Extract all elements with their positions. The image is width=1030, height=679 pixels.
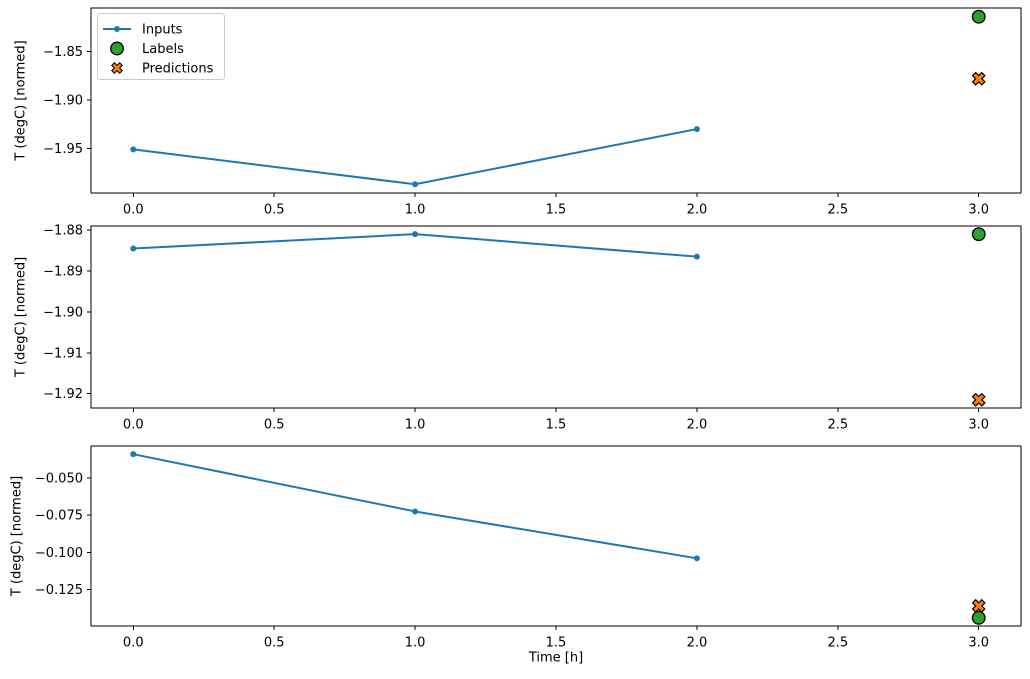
y-axis-label: T (degC) [normed] [14, 257, 29, 378]
axes-frame [90, 445, 1022, 627]
x-tick-label: 2.5 [827, 203, 848, 218]
x-tick-label: 2.0 [687, 636, 708, 651]
legend-label: Inputs [142, 23, 183, 38]
x-tick-label: 2.5 [827, 418, 848, 433]
axes-frame [90, 7, 1022, 194]
predictions-point [971, 71, 986, 86]
y-tick-label: −1.91 [43, 346, 83, 361]
inputs-point [412, 508, 419, 515]
x-axis-label: Time [h] [528, 651, 583, 666]
inputs-point [693, 126, 700, 133]
y-tick-label: −0.050 [35, 472, 83, 487]
x-tick-label: 1.5 [546, 418, 567, 433]
x-tick-label: 1.0 [405, 203, 426, 218]
x-tick-label: 1.5 [546, 636, 567, 651]
y-tick-label: −0.125 [35, 583, 83, 598]
legend-entry-inputs: Inputs [103, 23, 183, 38]
inputs-point [693, 253, 700, 260]
y-tick-label: −1.95 [43, 142, 83, 157]
y-tick-label: −1.85 [43, 45, 83, 60]
x-tick-label: 1.0 [405, 418, 426, 433]
y-axis-label: T (degC) [normed] [10, 476, 25, 597]
x-tick-label: 1.5 [546, 203, 567, 218]
legend-label: Labels [142, 42, 184, 57]
x-tick-label: 2.5 [827, 636, 848, 651]
legend-inputs-dot-glyph [114, 26, 120, 32]
legend-entry-predictions: Predictions [111, 62, 214, 77]
subplot-2: 0.0 0.5 1.0 1.5 2.0 2.5 3.0 −1.88 −1.89 −1.90 −1.9… [14, 224, 1022, 433]
legend-predictions-x-glyph [111, 62, 123, 74]
x-tick-label: 2.0 [687, 418, 708, 433]
y-tick-label: −1.90 [43, 305, 83, 320]
subplot-3: 0.0 0.5 1.0 1.5 2.0 2.5 3.0 −0.050 −0.075 −0.100 −… [10, 445, 1022, 666]
y-axis-label: T (degC) [normed] [14, 40, 29, 161]
x-tick-label: 3.0 [968, 203, 989, 218]
x-tick-label: 2.0 [687, 203, 708, 218]
y-tick-label: −0.100 [35, 546, 83, 561]
predictions-point [971, 392, 986, 407]
x-tick-label: 0.5 [264, 636, 285, 651]
x-tick-label: 3.0 [968, 418, 989, 433]
y-tick-label: −1.90 [43, 94, 83, 109]
y-tick-label: −1.88 [43, 224, 83, 239]
subplot-1: 0.0 0.5 1.0 1.5 2.0 2.5 3.0 −1.85 −1.90 −1.95 T (d… [14, 7, 1022, 218]
x-tick-label: 0.0 [123, 203, 144, 218]
inputs-point [130, 146, 137, 153]
inputs-point [412, 231, 419, 238]
x-tick-label: 0.5 [264, 418, 285, 433]
legend-labels-circle-glyph [110, 41, 124, 56]
x-tick-label: 0.0 [123, 418, 144, 433]
x-tick-label: 1.0 [405, 636, 426, 651]
legend-label: Predictions [142, 62, 214, 77]
x-tick-label: 3.0 [968, 636, 989, 651]
inputs-point [412, 181, 419, 188]
legend-entry-labels: Labels [110, 41, 184, 57]
y-tick-label: −0.075 [35, 509, 83, 524]
inputs-point [693, 555, 700, 562]
x-tick-label: 0.5 [264, 203, 285, 218]
x-tick-label: 0.0 [123, 636, 144, 651]
legend: Inputs Labels Predictions [97, 13, 225, 80]
labels-point [971, 9, 986, 24]
axes-frame [90, 225, 1022, 409]
inputs-point [130, 451, 137, 458]
labels-point [971, 610, 986, 625]
y-tick-label: −1.92 [43, 387, 83, 402]
y-tick-label: −1.89 [43, 265, 83, 280]
labels-point [971, 227, 986, 242]
inputs-point [130, 245, 137, 252]
predictions-point [971, 598, 986, 613]
